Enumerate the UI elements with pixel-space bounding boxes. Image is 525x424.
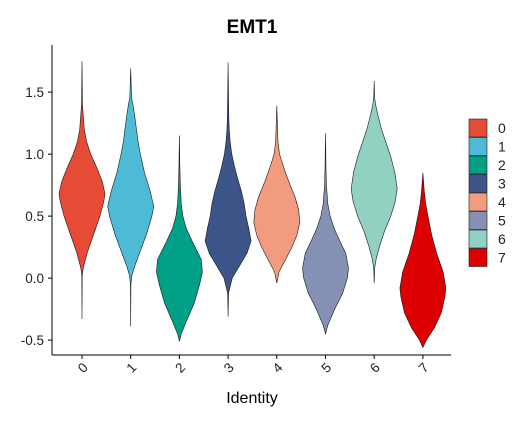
- axes-group: [51, 45, 451, 356]
- violin-2: [156, 135, 203, 342]
- legend-label-6: 6: [498, 231, 506, 247]
- chart-title: EMT1: [227, 17, 278, 38]
- violin-7: [399, 172, 447, 349]
- legend: 0 1 2 3 4 5 6 7: [468, 118, 506, 267]
- x-tick-label: 3: [221, 360, 237, 376]
- legend-swatch-2: [468, 155, 488, 175]
- x-tick-label: 2: [172, 360, 188, 376]
- legend-label-5: 5: [498, 213, 506, 229]
- y-tick-label: -0.5: [21, 333, 44, 348]
- violin-6: [350, 80, 398, 284]
- y-tick-label: 0.5: [25, 209, 44, 224]
- legend-swatch-3: [468, 174, 488, 193]
- x-axis-title: Identity: [226, 390, 278, 407]
- legend-label-1: 1: [498, 139, 506, 155]
- violins-group: [58, 61, 447, 349]
- violin-1: [107, 68, 155, 327]
- violin-5: [302, 133, 349, 336]
- x-tick-label: 7: [416, 360, 432, 376]
- violin-0: [58, 61, 106, 320]
- legend-label-0: 0: [498, 120, 506, 136]
- legend-swatch-7: [468, 248, 488, 267]
- x-tick-label: 4: [270, 360, 286, 376]
- legend-label-4: 4: [498, 194, 506, 210]
- y-ticks-group: -0.5 0.0 0.5 1.0 1.5: [21, 85, 52, 348]
- violin-3: [204, 62, 252, 317]
- x-tick-label: 0: [75, 360, 91, 376]
- legend-swatch-5: [468, 211, 488, 230]
- y-tick-label: 1.5: [25, 85, 44, 100]
- x-tick-label: 1: [124, 360, 140, 376]
- legend-swatch-1: [468, 137, 488, 156]
- legend-label-7: 7: [498, 250, 506, 266]
- legend-label-3: 3: [498, 176, 506, 192]
- y-tick-label: 1.0: [25, 147, 44, 162]
- legend-swatch-4: [468, 192, 488, 212]
- legend-swatch-0: [468, 118, 488, 138]
- legend-label-2: 2: [498, 157, 506, 173]
- violin-4: [253, 105, 301, 284]
- legend-swatch-6: [468, 229, 488, 249]
- x-tick-label: 5: [318, 360, 334, 376]
- y-tick-label: 0.0: [25, 271, 44, 286]
- x-ticks-group: 0 1 2 3 4 5 6 7: [75, 355, 432, 376]
- x-tick-label: 6: [367, 360, 383, 376]
